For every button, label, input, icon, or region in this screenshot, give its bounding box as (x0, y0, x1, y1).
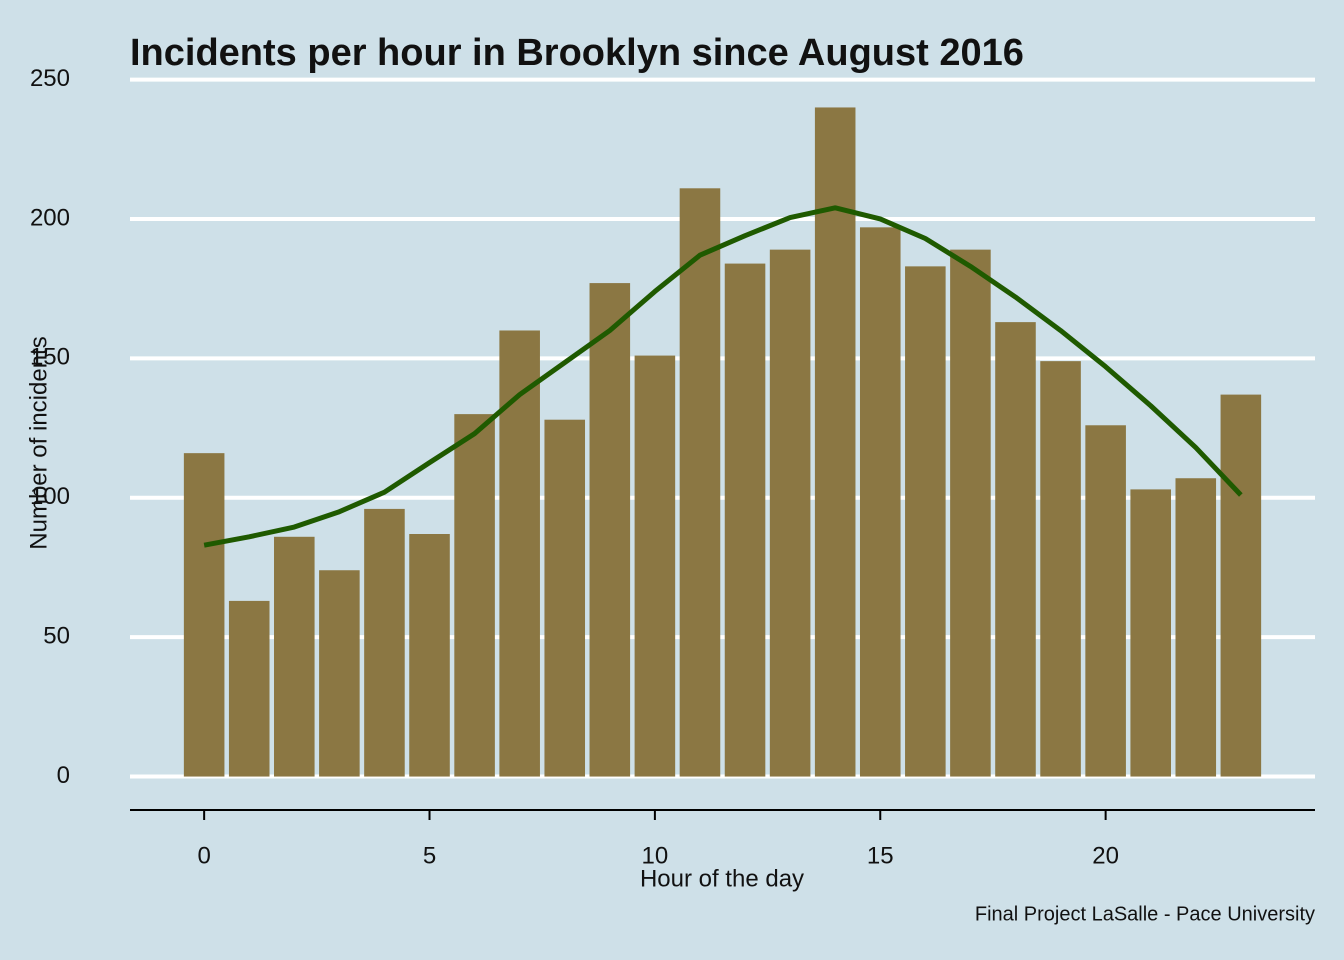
x-tick-label: 20 (1092, 842, 1119, 869)
y-tick-label: 50 (43, 622, 70, 649)
caption: Final Project LaSalle - Pace University (975, 903, 1315, 925)
bar (1130, 489, 1171, 777)
bar (589, 283, 631, 777)
bar (1220, 394, 1262, 777)
bar (454, 414, 495, 777)
y-axis-label: Number of incidents (25, 336, 52, 549)
bar (1175, 478, 1217, 777)
bar (679, 188, 721, 777)
bar (1085, 425, 1126, 777)
bar (859, 227, 901, 777)
bar (950, 249, 991, 777)
bar (995, 322, 1036, 777)
bar (769, 249, 811, 777)
smooth-line (203, 205, 1243, 548)
bar (228, 600, 270, 777)
x-tick-label: 10 (642, 842, 669, 869)
y-tick-label: 250 (30, 65, 70, 92)
bar (409, 534, 450, 777)
x-tick-label: 5 (423, 842, 436, 869)
y-tick-label: 100 (30, 483, 70, 510)
bar (319, 570, 360, 777)
bar (364, 508, 405, 777)
bar (274, 536, 315, 777)
bar (814, 107, 856, 777)
bar (634, 355, 676, 777)
y-tick-label: 150 (30, 344, 70, 371)
bar (724, 263, 766, 777)
bar (544, 419, 586, 777)
bar (183, 453, 225, 777)
y-tick-label: 0 (57, 762, 70, 789)
x-tick-label: 0 (197, 842, 210, 869)
bar (905, 266, 946, 777)
chart-title: Incidents per hour in Brooklyn since Aug… (130, 32, 1024, 74)
y-tick-label: 200 (30, 204, 70, 231)
x-axis-label: Hour of the day (640, 865, 804, 892)
x-tick-label: 15 (867, 842, 894, 869)
bar (1040, 361, 1081, 777)
